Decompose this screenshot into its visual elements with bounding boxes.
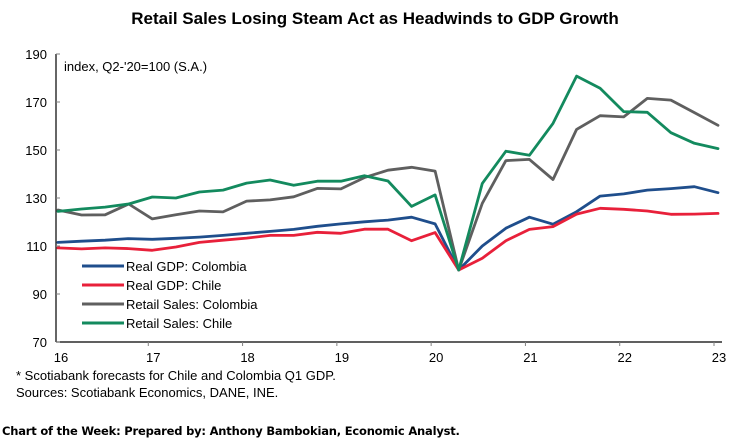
credit-line: Chart of the Week: Prepared by: Anthony …	[2, 424, 460, 438]
x-tick-label: 17	[146, 350, 160, 365]
y-tick-label: 170	[25, 95, 47, 110]
chart-title: Retail Sales Losing Steam Act as Headwin…	[131, 9, 618, 28]
unit-label: index, Q2-'20=100 (S.A.)	[64, 59, 207, 74]
legend-label-real-gdp-chile: Real GDP: Chile	[126, 278, 221, 293]
x-tick-label: 22	[617, 350, 631, 365]
series-line-real-gdp-colombia	[56, 185, 720, 272]
series-line-real-gdp-chile	[56, 206, 720, 272]
y-tick-label: 130	[25, 191, 47, 206]
series-line-retail-sales-colombia	[56, 97, 720, 272]
x-tick-label: 19	[335, 350, 349, 365]
legend-label-real-gdp-colombia: Real GDP: Colombia	[126, 259, 247, 274]
x-tick-label: 18	[240, 350, 254, 365]
y-tick-label: 90	[33, 287, 47, 302]
legend-label-retail-sales-chile: Retail Sales: Chile	[126, 316, 232, 331]
y-tick-label: 190	[25, 47, 47, 62]
x-tick-label: 21	[523, 350, 537, 365]
x-tick-label: 16	[54, 350, 68, 365]
x-tick-label: 23	[712, 350, 726, 365]
series-line-retail-sales-chile	[56, 74, 720, 272]
legend: Real GDP: Colombia Real GDP: Chile Retail …	[82, 259, 258, 331]
legend-label-retail-sales-colombia: Retail Sales: Colombia	[126, 297, 258, 312]
x-tick-label: 20	[429, 350, 443, 365]
sources-note: Sources: Scotiabank Economics, DANE, INE…	[16, 385, 279, 400]
y-tick-label: 150	[25, 143, 47, 158]
footnote: * Scotiabank forecasts for Chile and Col…	[16, 368, 336, 383]
y-tick-label: 70	[33, 335, 47, 350]
y-tick-label: 110	[26, 239, 47, 254]
axes: 70 90 110 130 150 170 190 16 17 18 19 20 21 22 23	[25, 47, 726, 365]
series-lines	[56, 74, 720, 272]
